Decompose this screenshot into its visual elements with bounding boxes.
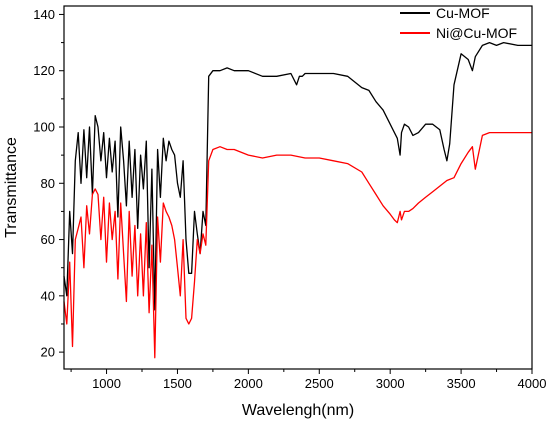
x-tick-label: 3500 [447,376,476,391]
series-line-cu-mof [63,41,532,311]
x-tick-label: 1500 [163,376,192,391]
x-axis-label: Wavelengh(nm) [242,402,354,419]
y-tick-label: 140 [33,7,55,22]
x-tick-label: 2500 [305,376,334,391]
y-tick-label: 60 [41,232,55,247]
x-tick-label: 3000 [376,376,405,391]
legend-label-ni-cu-mof: Ni@Cu-MOF [436,25,517,41]
y-tick-label: 80 [41,176,55,191]
y-axis-label: Transmittance [3,137,20,238]
y-tick-label: 100 [33,120,55,135]
x-tick-label: 4000 [518,376,547,391]
y-axis-ticks: 20 40 60 80 100 120 140 [33,7,64,360]
y-tick-label: 40 [41,288,55,303]
x-tick-label: 1000 [92,376,121,391]
plot-frame [63,5,533,370]
x-axis-ticks: 1000 1500 2000 2500 3000 3500 4000 [70,369,547,391]
legend: Cu-MOF Ni@Cu-MOF [400,5,517,41]
y-tick-label: 20 [41,345,55,360]
y-tick-label: 120 [33,63,55,78]
legend-label-cu-mof: Cu-MOF [436,5,490,21]
series-layer [63,41,532,359]
x-tick-label: 2000 [234,376,263,391]
series-line-ni-cu-mof [63,131,532,359]
